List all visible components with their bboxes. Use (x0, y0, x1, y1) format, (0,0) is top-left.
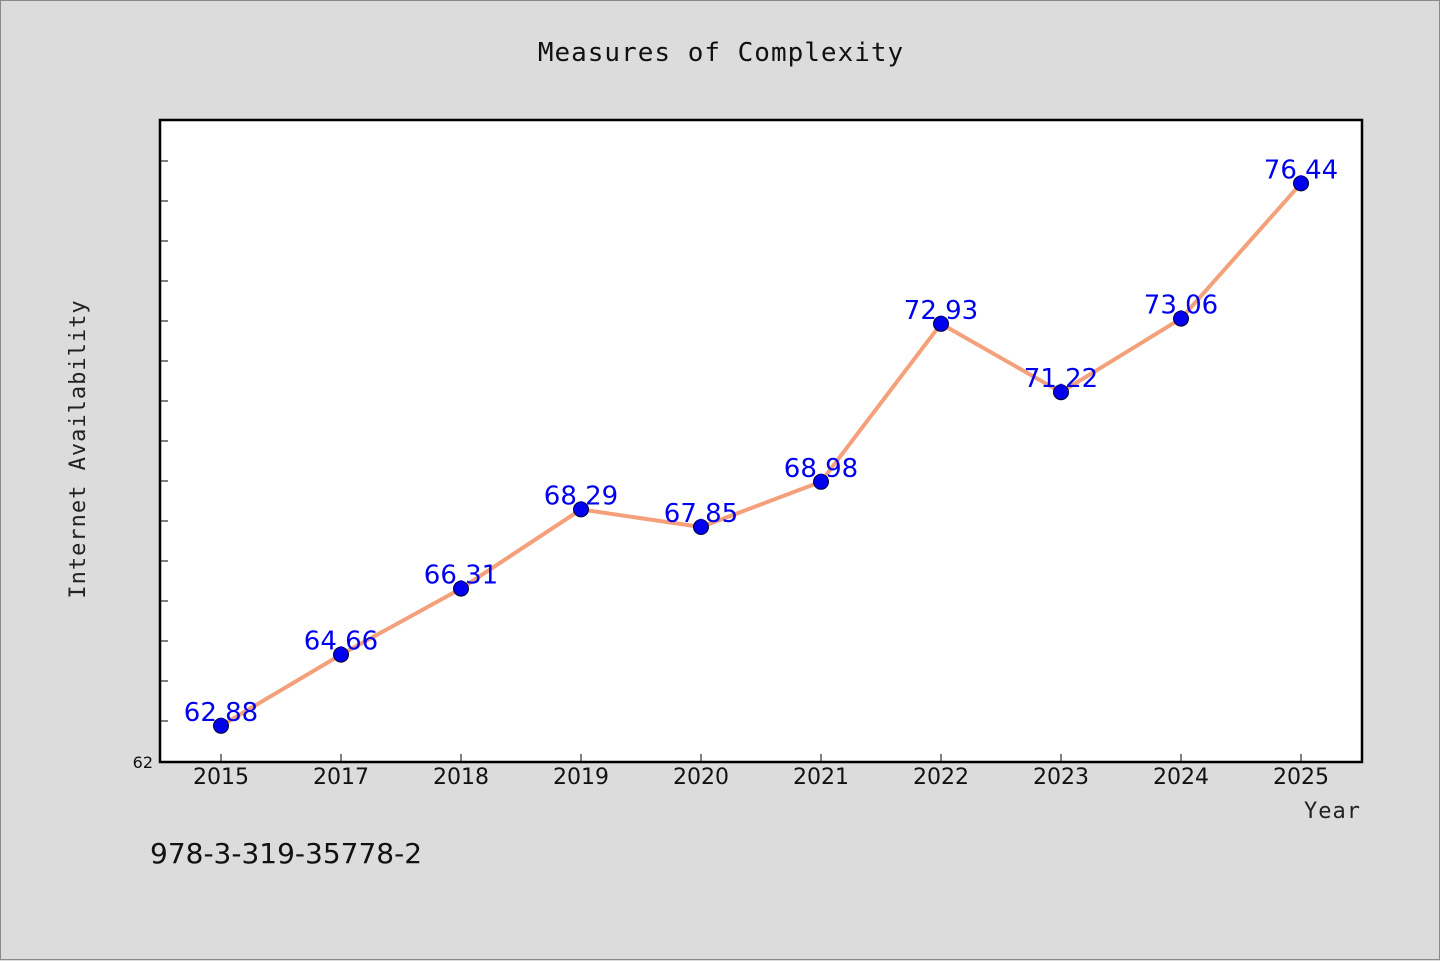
data-point (333, 646, 349, 663)
data-label: 72.93 (904, 296, 978, 326)
data-label: 62.88 (184, 698, 258, 728)
data-point (1173, 310, 1189, 327)
data-point (573, 501, 589, 518)
x-tick-label: 2015 (193, 765, 249, 790)
x-tick-label: 2023 (1033, 765, 1089, 790)
x-tick-label: 2020 (673, 765, 729, 790)
x-tick-label: 2021 (793, 765, 849, 790)
data-label: 71.22 (1024, 364, 1098, 394)
data-label: 66.31 (424, 561, 498, 591)
x-tick-label: 2022 (913, 765, 969, 790)
data-point (213, 717, 229, 734)
series-line-group (219, 181, 1303, 728)
y-axis-label: Internet Availability (66, 299, 91, 598)
data-label: 76.44 (1264, 155, 1338, 185)
x-tick-label: 2019 (553, 765, 609, 790)
x-axis-label: Year (1304, 799, 1361, 824)
data-point (813, 473, 829, 490)
plot-area (158, 118, 1364, 764)
y-axis-ticks (161, 160, 168, 722)
y-tick-label: 62 (133, 753, 153, 772)
data-labels-group: 62.88 64.66 66.31 68.29 67.85 68.98 72.93 71.22… (184, 155, 1338, 727)
chart-title: Measures of Complexity (538, 38, 904, 68)
isbn-footer: 978-3-319-35778-2 (150, 837, 422, 870)
series-markers-group (213, 175, 1309, 734)
data-point (1053, 384, 1069, 401)
data-label: 64.66 (304, 627, 378, 657)
x-tick-label: 2024 (1153, 765, 1209, 790)
x-tick-label: 2018 (433, 765, 489, 790)
x-tick-label: 2025 (1273, 765, 1329, 790)
x-axis-ticks: 2015 2017 2018 2019 2020 2021 2022 2023 2024 2025 (193, 754, 1329, 790)
x-tick-label: 2017 (313, 765, 369, 790)
data-label: 68.98 (784, 454, 858, 484)
data-point (453, 580, 469, 597)
series-line (219, 181, 1303, 728)
data-point (1293, 175, 1309, 192)
data-label: 67.85 (664, 499, 738, 529)
data-point (693, 519, 709, 535)
data-label: 73.06 (1144, 291, 1218, 321)
data-label: 68.29 (544, 481, 618, 511)
data-point (933, 315, 949, 332)
